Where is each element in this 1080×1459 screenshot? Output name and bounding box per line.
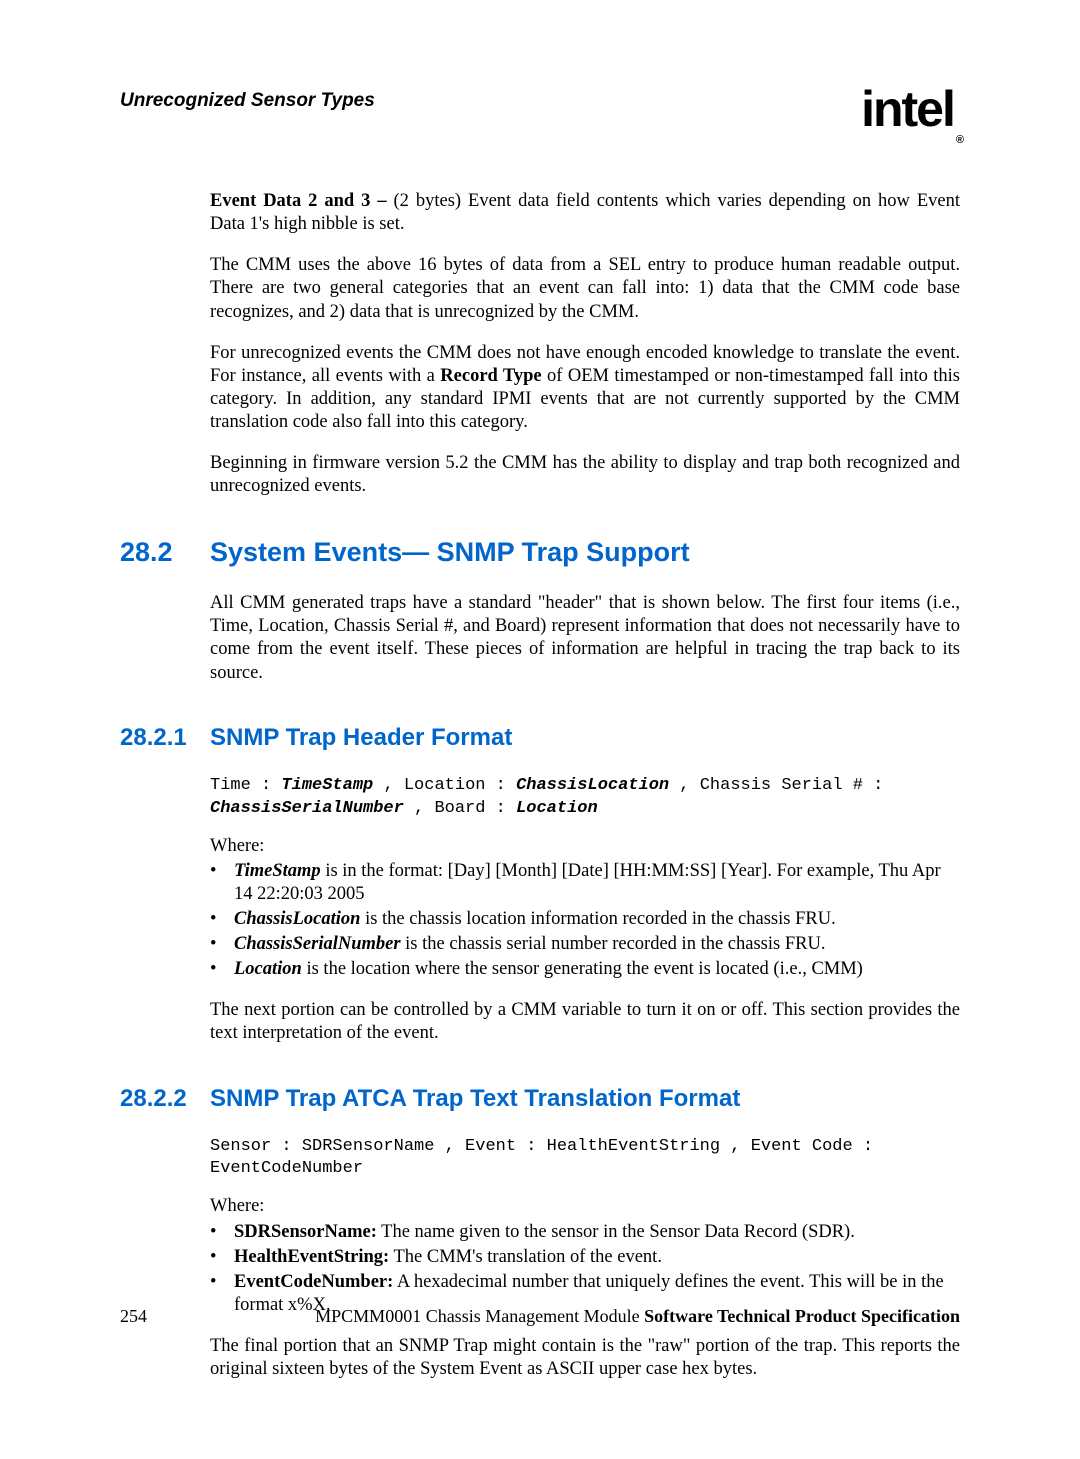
paragraph-event-data: Event Data 2 and 3 – (2 bytes) Event dat… (210, 190, 960, 236)
registered-mark: ® (956, 134, 962, 146)
bullet-icon: • (210, 958, 234, 981)
code-translation-format: Sensor : SDRSensorName , Event : HealthE… (210, 1136, 960, 1182)
intel-logo: intel® (861, 80, 960, 140)
bold-term: Record Type (440, 366, 541, 386)
list-item: • ChassisLocation is the chassis locatio… (210, 908, 960, 931)
list-item: • ChassisSerialNumber is the chassis ser… (210, 933, 960, 956)
section-title: System Events— SNMP Trap Support (210, 536, 690, 570)
paragraph-firmware: Beginning in firmware version 5.2 the CM… (210, 452, 960, 498)
paragraph-raw-portion: The final portion that an SNMP Trap migh… (210, 1335, 960, 1381)
section-number: 28.2.2 (120, 1084, 210, 1114)
bullet-list-translation-defs: • SDRSensorName: The name given to the s… (210, 1221, 960, 1318)
heading-28-2-2: 28.2.2 SNMP Trap ATCA Trap Text Translat… (120, 1084, 960, 1114)
page-container: Unrecognized Sensor Types intel® Event D… (0, 0, 1080, 1459)
code-line: Sensor : SDRSensorName , Event : HealthE… (210, 1136, 960, 1159)
paragraph-cmm-categories: The CMM uses the above 16 bytes of data … (210, 254, 960, 323)
bullet-icon: • (210, 1246, 234, 1269)
bullet-icon: • (210, 933, 234, 956)
header-section-title: Unrecognized Sensor Types (120, 80, 375, 112)
where-label: Where: (210, 835, 960, 858)
paragraph-cmm-variable: The next portion can be controlled by a … (210, 999, 960, 1045)
code-header-format: Time : TimeStamp , Location : ChassisLoc… (210, 775, 960, 821)
list-item: • HealthEventString: The CMM's translati… (210, 1246, 960, 1269)
paragraph-unrecognized: For unrecognized events the CMM does not… (210, 342, 960, 435)
bullet-icon: • (210, 1221, 234, 1244)
where-label: Where: (210, 1195, 960, 1218)
logo-text: intel (861, 81, 954, 137)
bullet-icon: • (210, 860, 234, 906)
section-number: 28.2.1 (120, 723, 210, 753)
code-line: Time : TimeStamp , Location : ChassisLoc… (210, 775, 960, 798)
page-header: Unrecognized Sensor Types intel® (120, 80, 960, 140)
list-item: • TimeStamp is in the format: [Day] [Mon… (210, 860, 960, 906)
page-number: 254 (120, 1306, 147, 1327)
bullet-list-header-defs: • TimeStamp is in the format: [Day] [Mon… (210, 860, 960, 982)
heading-28-2-1: 28.2.1 SNMP Trap Header Format (120, 723, 960, 753)
lead-term: Event Data 2 and 3 – (210, 191, 387, 211)
code-line: ChassisSerialNumber , Board : Location (210, 798, 960, 821)
bullet-icon: • (210, 908, 234, 931)
list-item: • Location is the location where the sen… (210, 958, 960, 981)
page-footer: 254 MPCMM0001 Chassis Management Module … (120, 1306, 960, 1327)
list-item: • SDRSensorName: The name given to the s… (210, 1221, 960, 1244)
section-title: SNMP Trap Header Format (210, 723, 512, 753)
section-number: 28.2 (120, 536, 210, 570)
paragraph-trap-header-intro: All CMM generated traps have a standard … (210, 592, 960, 685)
footer-doc-title: MPCMM0001 Chassis Management Module Soft… (315, 1306, 960, 1327)
code-line: EventCodeNumber (210, 1158, 960, 1181)
body-content: Event Data 2 and 3 – (2 bytes) Event dat… (210, 190, 960, 1381)
heading-28-2: 28.2 System Events— SNMP Trap Support (120, 536, 960, 570)
section-title: SNMP Trap ATCA Trap Text Translation For… (210, 1084, 740, 1114)
